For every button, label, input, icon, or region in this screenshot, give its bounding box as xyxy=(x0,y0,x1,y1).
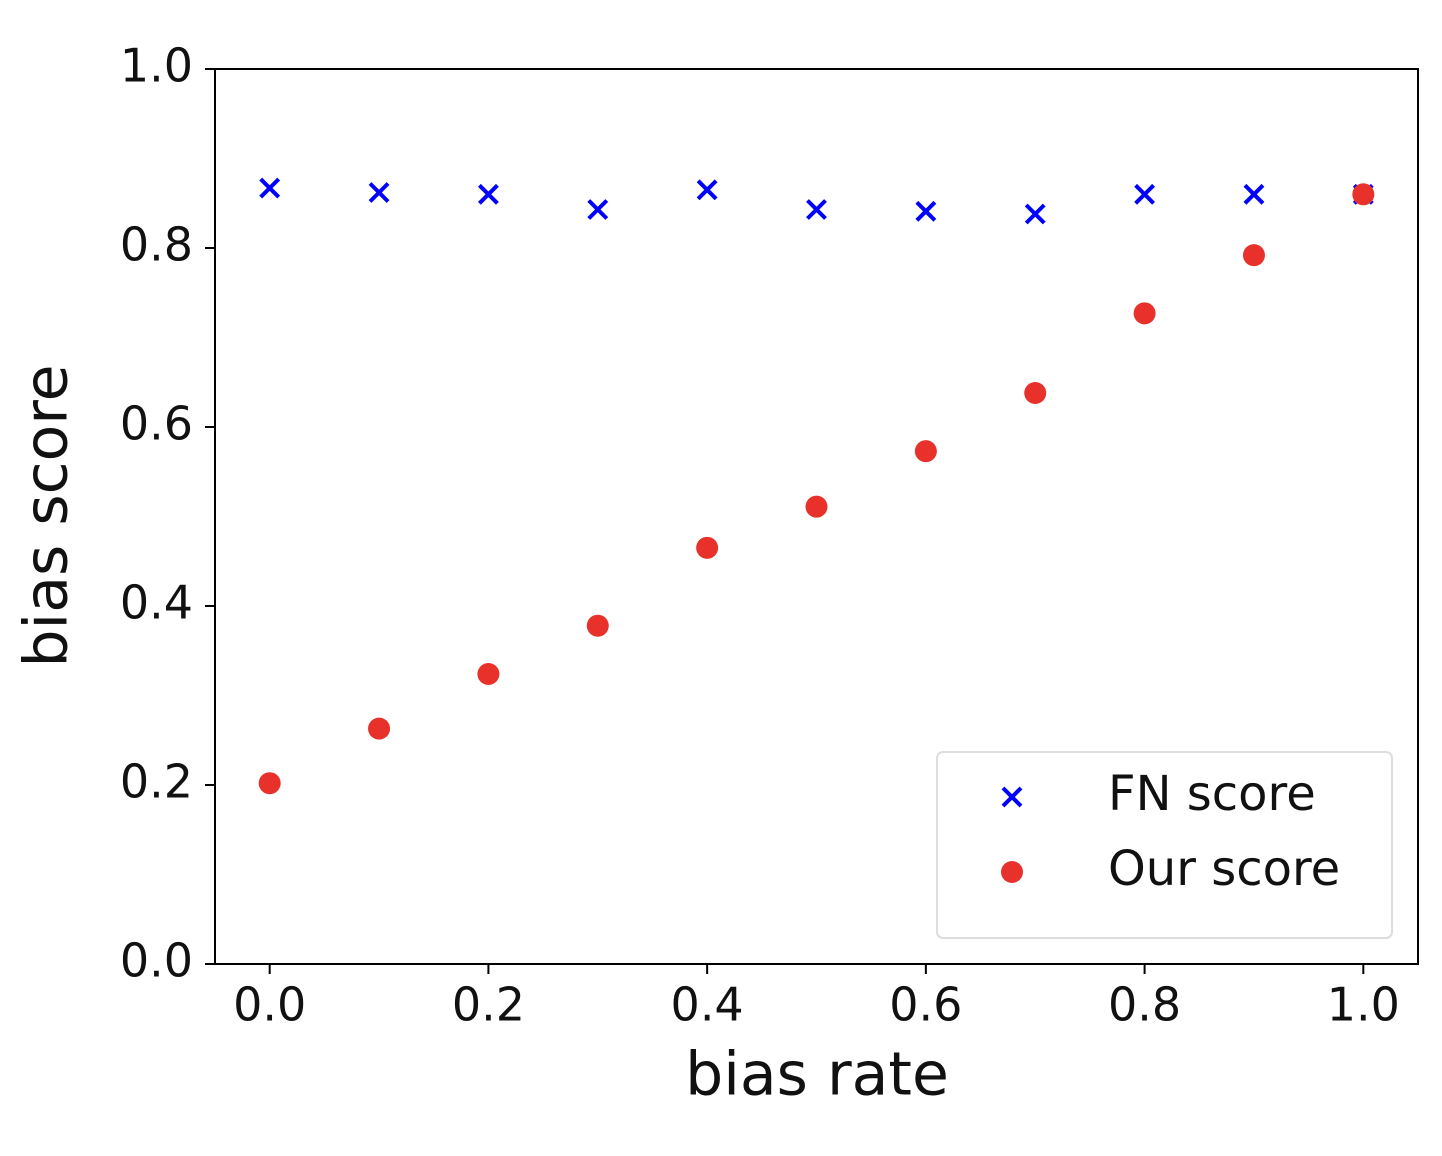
y-tick-label: 0.4 xyxy=(120,576,193,630)
data-point xyxy=(587,199,609,220)
data-point xyxy=(805,495,828,518)
x-tick-label: 1.0 xyxy=(1327,978,1400,1032)
legend-marker xyxy=(1001,861,1023,883)
data-point xyxy=(1024,203,1046,225)
data-point xyxy=(696,536,719,559)
x-tick-label: 0.8 xyxy=(1108,978,1181,1032)
data-point xyxy=(1024,381,1047,404)
data-point xyxy=(477,663,500,686)
data-point xyxy=(915,200,937,222)
legend-marker xyxy=(1001,786,1023,808)
y-axis-label: bias score xyxy=(12,364,82,667)
y-tick-label: 0.6 xyxy=(120,397,193,451)
data-point xyxy=(259,177,281,199)
y-tick-label: 0.2 xyxy=(120,755,193,809)
x-tick-label: 0.2 xyxy=(452,978,525,1032)
data-point xyxy=(1133,302,1156,325)
data-point xyxy=(1242,244,1265,267)
y-tick-label: 0.8 xyxy=(120,218,193,272)
legend-box xyxy=(936,751,1393,939)
data-point xyxy=(477,183,499,205)
data-point xyxy=(586,614,609,637)
data-point xyxy=(1243,183,1265,205)
x-axis-label: bias rate xyxy=(685,1040,949,1110)
data-point xyxy=(258,772,281,795)
x-tick-label: 0.4 xyxy=(671,978,744,1032)
legend-label: Our score xyxy=(1108,841,1340,897)
data-point xyxy=(1352,183,1375,206)
y-tick-label: 1.0 xyxy=(120,39,193,93)
legend-label: FN score xyxy=(1108,766,1316,822)
data-point xyxy=(1134,183,1156,205)
y-tick-label: 0.0 xyxy=(120,934,193,988)
plot-frame xyxy=(214,68,1419,965)
data-point xyxy=(368,717,391,740)
x-tick-label: 0.6 xyxy=(889,978,962,1032)
data-point xyxy=(696,179,718,201)
data-point xyxy=(914,440,937,463)
data-point xyxy=(368,182,390,203)
x-tick-label: 0.0 xyxy=(233,978,306,1032)
data-point xyxy=(806,199,827,220)
